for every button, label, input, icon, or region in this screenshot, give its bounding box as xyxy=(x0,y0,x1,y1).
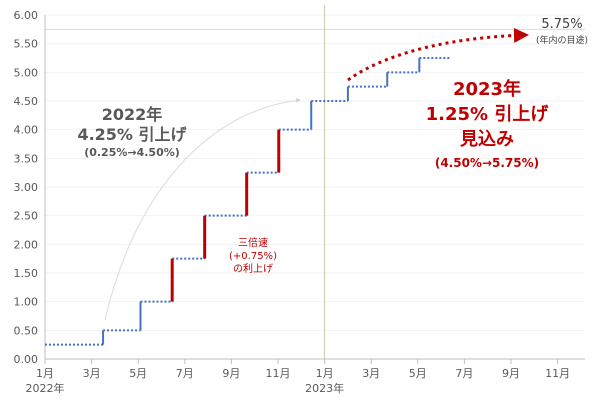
annotation-target-value: 5.75% xyxy=(541,17,582,32)
x-tick-label: 3月 xyxy=(362,367,380,380)
y-tick-label: 0.50 xyxy=(14,324,39,337)
y-tick-label: 5.00 xyxy=(14,66,39,79)
grid-lines xyxy=(45,14,585,331)
x-tick-label: 7月 xyxy=(455,367,473,380)
annotation-triple-hike: の利上げ xyxy=(233,263,273,275)
projection-arrow-2023 xyxy=(347,27,529,82)
x-tick-label: 9月 xyxy=(502,367,520,380)
x-tick-label: 11月 xyxy=(266,367,291,380)
x-tick-label: 5月 xyxy=(129,367,147,380)
annotation-triple-amount: (+0.75%) xyxy=(229,251,277,262)
y-tick-label: 0.00 xyxy=(14,353,39,366)
y-tick-label: 5.50 xyxy=(14,38,39,51)
annotation-2023-range: (4.50%→5.75%) xyxy=(435,156,539,170)
y-tick-label: 2.50 xyxy=(14,210,39,223)
y-axis-ticks: 0.00 0.50 1.00 1.50 2.00 2.50 3.00 3.50 4.00 4.50… xyxy=(14,9,39,366)
annotation-target-note: (年内の目途) xyxy=(536,34,588,46)
y-tick-label: 6.00 xyxy=(14,9,39,22)
x-tick-label: 11月 xyxy=(545,367,570,380)
arrow-2022-trend xyxy=(104,98,301,321)
annotation-2023-increase: 1.25% 引上げ xyxy=(426,104,550,125)
annotation-2023-title: 2023年 xyxy=(453,78,521,100)
annotation-triple-speed: 三倍速 xyxy=(238,236,268,249)
annotation-2022-title: 2022年 xyxy=(102,105,163,124)
annotation-2022-range: (0.25%→4.50%) xyxy=(84,146,180,159)
x-tick-label: 1月 xyxy=(316,367,334,380)
x-tick-year-label: 2022年 xyxy=(26,381,65,395)
x-tick-label: 9月 xyxy=(222,367,240,380)
rate-series xyxy=(45,57,452,346)
x-tick-label: 3月 xyxy=(83,367,101,380)
y-tick-label: 4.00 xyxy=(14,124,39,137)
y-tick-label: 4.50 xyxy=(14,95,39,108)
annotation-2022-increase: 4.25% 引上げ xyxy=(77,125,187,144)
axes xyxy=(44,15,585,360)
x-tick-label: 5月 xyxy=(409,367,427,380)
annotation-2023-outlook: 見込み xyxy=(459,129,514,150)
x-tick-year-label: 2023年 xyxy=(305,381,344,395)
x-tick-label: 7月 xyxy=(176,367,194,380)
x-tick-label: 1月 xyxy=(36,367,54,380)
y-tick-label: 3.50 xyxy=(14,152,39,165)
y-tick-label: 1.50 xyxy=(14,267,39,280)
y-tick-label: 1.00 xyxy=(14,296,39,309)
y-tick-label: 3.00 xyxy=(14,181,39,194)
y-tick-label: 2.00 xyxy=(14,238,39,251)
